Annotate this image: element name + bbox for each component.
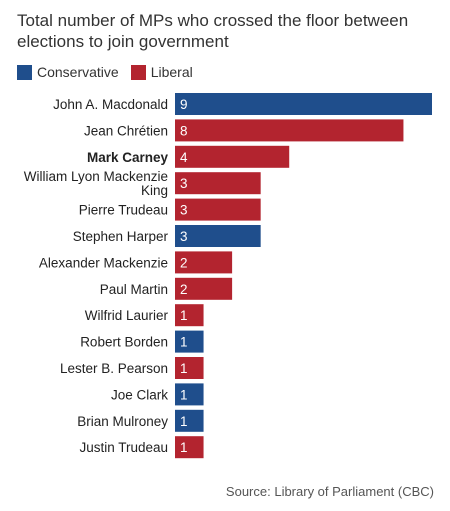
value-label-joe-clark: 1 — [180, 387, 188, 402]
value-label-robert-borden: 1 — [180, 335, 188, 350]
category-label-justin-trudeau: Justin Trudeau — [79, 440, 168, 455]
category-label-jean-chr-tien: Jean Chrétien — [84, 123, 168, 138]
value-label-brian-mulroney: 1 — [180, 414, 188, 429]
bar-alexander-mackenzie — [175, 251, 233, 274]
category-label-john-a-macdonald: John A. Macdonald — [53, 97, 168, 112]
value-label-wilfrid-laurier: 1 — [180, 308, 188, 323]
value-label-pierre-trudeau: 3 — [180, 203, 188, 218]
legend-item-conservative: Conservative — [17, 64, 119, 80]
category-label-alexander-mackenzie: Alexander Mackenzie — [39, 255, 168, 270]
value-label-john-a-macdonald: 9 — [180, 97, 188, 112]
category-label-robert-borden: Robert Borden — [80, 335, 168, 350]
bar-wilfrid-laurier — [175, 304, 204, 327]
legend: Conservative Liberal — [17, 62, 205, 82]
legend-swatch-liberal — [130, 64, 146, 80]
value-label-justin-trudeau: 1 — [180, 440, 188, 455]
bar-justin-trudeau — [175, 436, 204, 459]
category-label-william-lyon-mackenzie-king: William Lyon Mackenzie King — [24, 169, 168, 198]
bar-joe-clark — [175, 383, 204, 406]
bar-william-lyon-mackenzie-king — [175, 172, 261, 195]
legend-swatch-conservative — [17, 64, 32, 80]
chart-title: Total number of MPs who crossed the floo… — [17, 11, 409, 51]
value-label-paul-martin: 2 — [180, 282, 188, 297]
bar-paul-martin — [175, 277, 233, 300]
bar-mark-carney — [175, 145, 290, 168]
category-label-paul-martin: Paul Martin — [100, 282, 168, 297]
source-note: Source: Library of Parliament (CBC) — [225, 484, 434, 499]
legend-label-conservative: Conservative — [37, 64, 119, 80]
bar-pierre-trudeau — [175, 198, 261, 221]
value-label-william-lyon-mackenzie-king: 3 — [180, 176, 188, 191]
bar-john-a-macdonald — [175, 93, 432, 115]
bar-stephen-harper — [175, 225, 261, 247]
category-label-wilfrid-laurier: Wilfrid Laurier — [85, 308, 169, 323]
bar-lester-b-pearson — [175, 357, 204, 379]
bar-chart: John A. Macdonald 9 Jean Chrétien 8 Mark Car… — [24, 93, 432, 459]
bar-robert-borden — [175, 330, 204, 353]
category-label-joe-clark: Joe Clark — [111, 387, 168, 402]
value-label-stephen-harper: 3 — [180, 229, 188, 244]
legend-label-liberal: Liberal — [150, 64, 193, 80]
bar-brian-mulroney — [175, 409, 204, 432]
category-label-stephen-harper: Stephen Harper — [73, 229, 169, 244]
legend-item-liberal: Liberal — [130, 64, 193, 80]
value-label-lester-b-pearson: 1 — [180, 361, 188, 376]
category-label-brian-mulroney: Brian Mulroney — [77, 414, 168, 429]
value-label-jean-chr-tien: 8 — [180, 123, 188, 138]
category-label-lester-b-pearson: Lester B. Pearson — [60, 361, 168, 376]
bar-jean-chr-tien — [175, 119, 404, 142]
value-label-mark-carney: 4 — [180, 150, 188, 165]
value-label-alexander-mackenzie: 2 — [180, 255, 188, 270]
category-label-pierre-trudeau: Pierre Trudeau — [79, 203, 168, 218]
category-label-mark-carney: Mark Carney — [87, 150, 169, 165]
